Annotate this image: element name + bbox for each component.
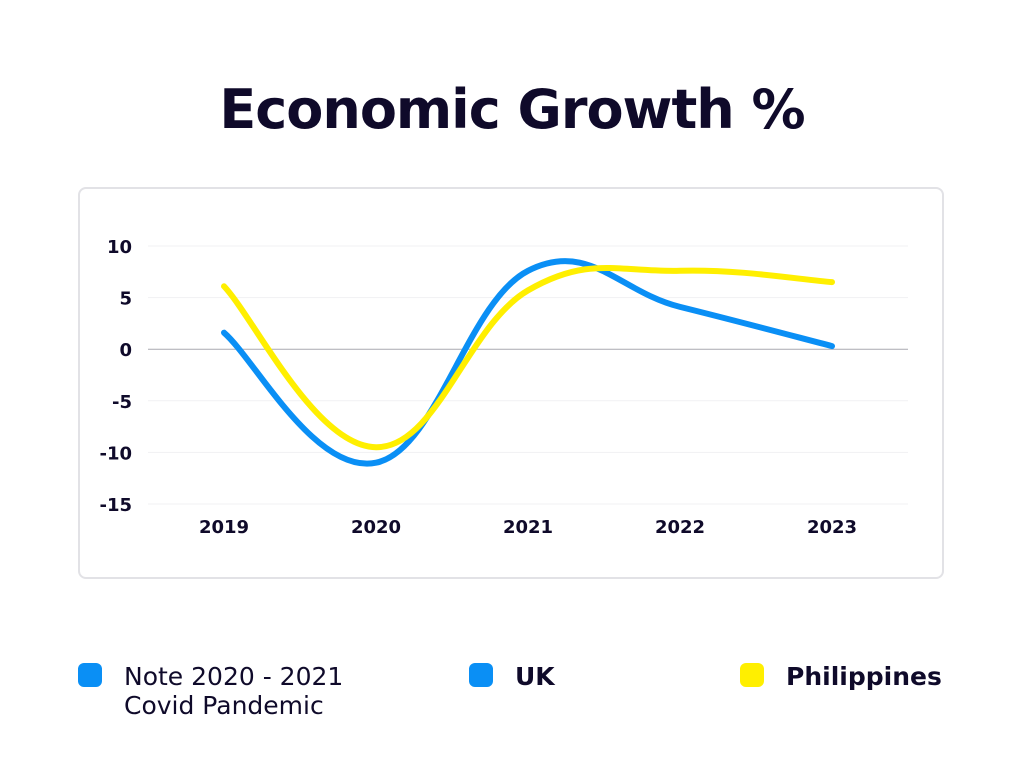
series-line-uk (221, 258, 835, 467)
series-line-philippines (221, 264, 835, 451)
series-lines (221, 258, 835, 467)
note-marker-icon (78, 663, 102, 687)
legend-philippines: Philippines (740, 662, 942, 691)
y-tick-label: 10 (107, 237, 132, 258)
legend-philippines-label: Philippines (786, 662, 942, 691)
chart-title: Economic Growth % (219, 78, 805, 141)
y-tick-label: -5 (112, 392, 132, 413)
x-tick-label: 2020 (351, 517, 401, 538)
philippines-marker-icon (740, 663, 764, 687)
y-axis-ticks: 10 5 0 -5 -10 -15 (99, 237, 132, 516)
legend-note-text: Note 2020 - 2021 Covid Pandemic (124, 662, 343, 720)
y-tick-label: 5 (119, 289, 132, 310)
x-axis-ticks: 2019 2020 2021 2022 2023 (199, 517, 857, 538)
y-tick-label: 0 (119, 340, 132, 361)
x-tick-label: 2022 (655, 517, 705, 538)
uk-marker-icon (469, 663, 493, 687)
chart-card (78, 187, 944, 579)
legend-uk: UK (469, 662, 555, 691)
legend-uk-label: UK (515, 662, 555, 691)
x-tick-label: 2019 (199, 517, 249, 538)
legend-note: Note 2020 - 2021 Covid Pandemic (78, 662, 343, 720)
y-tick-label: -15 (99, 495, 132, 516)
x-tick-label: 2021 (503, 517, 553, 538)
grid-lines (148, 245, 908, 505)
note-line-1: Note 2020 - 2021 (124, 662, 344, 691)
y-tick-label: -10 (99, 443, 132, 464)
x-tick-label: 2023 (807, 517, 857, 538)
note-line-2: Covid Pandemic (124, 691, 324, 720)
